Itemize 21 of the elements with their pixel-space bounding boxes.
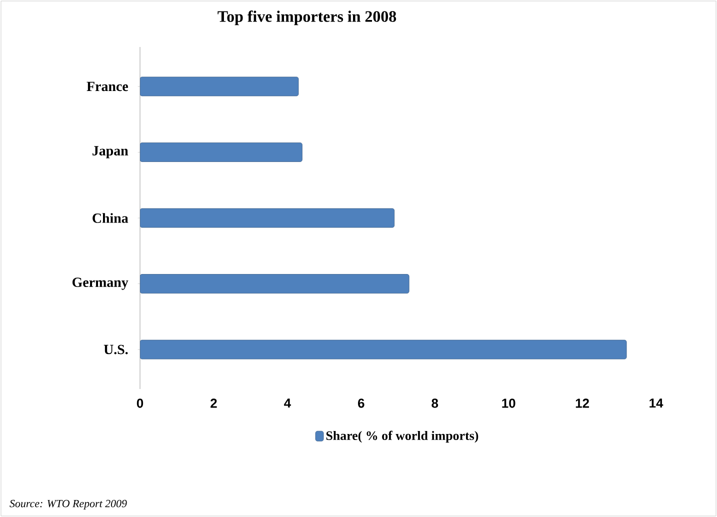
bar xyxy=(140,208,395,228)
x-tick-label: 0 xyxy=(136,398,144,408)
x-tick-label: 14 xyxy=(650,398,664,408)
y-tick-label: France xyxy=(86,82,128,92)
x-tick-label: 4 xyxy=(284,398,291,408)
y-tick-label: Japan xyxy=(92,146,128,158)
source-note: Source: WTO Report 2009 xyxy=(10,500,127,510)
bar xyxy=(140,340,627,360)
y-tick-label: China xyxy=(92,213,128,223)
bar xyxy=(140,142,302,162)
legend-label: Share( % of world imports) xyxy=(326,430,478,443)
x-tick-label: 10 xyxy=(502,398,516,408)
bar xyxy=(140,76,299,96)
x-tick-label: 12 xyxy=(576,398,589,408)
bar xyxy=(140,274,410,294)
x-tick-label: 2 xyxy=(210,398,217,408)
x-tick-label: 6 xyxy=(358,398,364,408)
chart-title: Top five importers in 2008 xyxy=(218,10,396,26)
y-tick-label: Germany xyxy=(72,278,128,290)
x-tick-label: 8 xyxy=(432,398,438,408)
y-tick-label: U.S. xyxy=(104,344,128,354)
